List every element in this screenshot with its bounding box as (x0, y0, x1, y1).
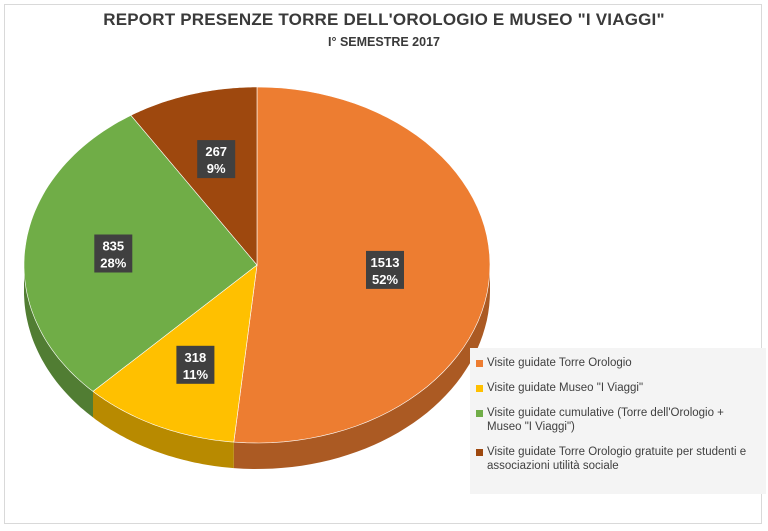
data-label-box (366, 250, 404, 289)
data-label-value: 1513 (371, 255, 400, 270)
data-label-percent: 11% (183, 367, 209, 382)
legend-swatch (476, 360, 483, 367)
legend-item: Visite guidate cumulative (Torre dell'Or… (476, 406, 760, 434)
chart-subtitle: I° SEMESTRE 2017 (328, 35, 440, 49)
legend-swatch (476, 449, 483, 456)
legend-swatch (476, 385, 483, 392)
data-label-box (197, 140, 236, 179)
legend-label: Visite guidate cumulative (Torre dell'Or… (487, 407, 724, 433)
data-label-value: 835 (102, 239, 124, 254)
chart-legend: Visite guidate Torre Orologio Visite gui… (470, 348, 766, 494)
legend-label: Visite guidate Torre Orologio (487, 357, 632, 369)
chart-title: REPORT PRESENZE TORRE DELL'OROLOGIO E MU… (103, 10, 665, 29)
legend-item: Visite guidate Museo "I Viaggi" (476, 381, 760, 395)
legend-item: Visite guidate Torre Orologio (476, 356, 760, 370)
data-labels: 1513 52% 318 11% 835 28% 267 9% (94, 140, 404, 384)
legend-label: Visite guidate Torre Orologio gratuite p… (487, 446, 747, 472)
pie-slice (23, 114, 258, 392)
data-label-percent: 28% (100, 256, 126, 271)
pie-slices (23, 86, 491, 444)
pie-slice (233, 86, 491, 444)
pie-sides (24, 265, 491, 469)
data-label-value: 318 (185, 350, 207, 365)
legend-item: Visite guidate Torre Orologio gratuite p… (476, 445, 760, 473)
data-label-box (176, 345, 215, 384)
legend-label: Visite guidate Museo "I Viaggi" (487, 382, 644, 394)
pie-slice (92, 264, 258, 443)
pie-side (93, 391, 234, 469)
pie-side (233, 265, 491, 469)
data-label-box (94, 234, 133, 273)
data-label-value: 267 (205, 144, 227, 159)
data-label-percent: 52% (372, 272, 398, 287)
pie-slice (130, 86, 258, 266)
data-label-percent: 9% (207, 161, 226, 176)
legend-swatch (476, 410, 483, 417)
pie-side (24, 265, 93, 418)
